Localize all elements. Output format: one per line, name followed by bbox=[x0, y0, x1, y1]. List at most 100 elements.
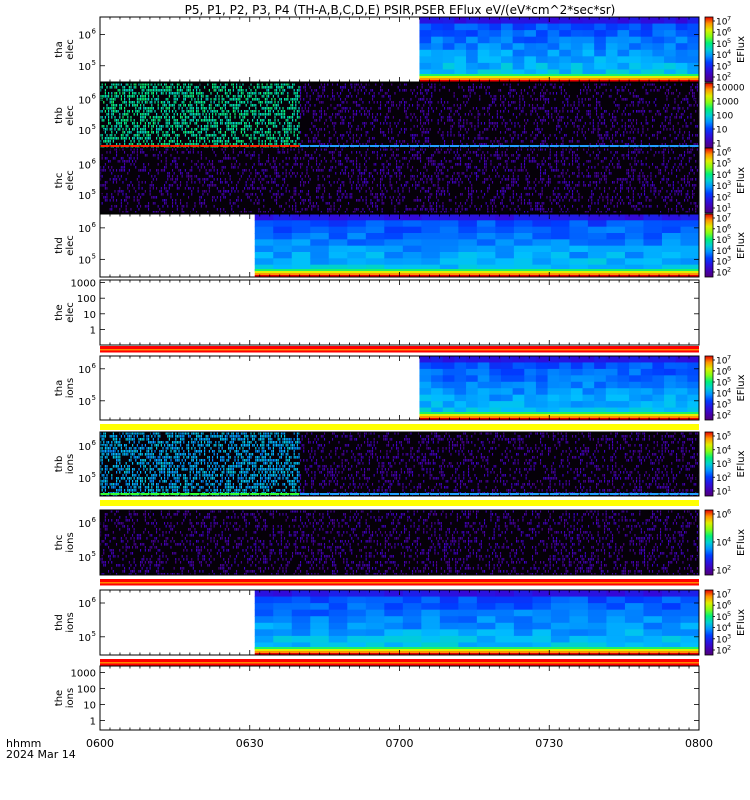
heatmap-cell bbox=[439, 163, 441, 166]
heatmap-cell bbox=[364, 157, 366, 160]
heatmap-cell bbox=[144, 128, 146, 131]
heatmap-cell bbox=[106, 193, 108, 196]
heatmap-cell bbox=[228, 95, 230, 98]
heatmap-cell bbox=[261, 83, 263, 86]
panel-species-label: elec bbox=[65, 105, 76, 126]
heatmap-cell bbox=[453, 172, 455, 175]
heatmap-cell bbox=[111, 205, 113, 208]
heatmap-cell bbox=[380, 172, 382, 175]
heatmap-cell bbox=[693, 92, 695, 95]
heatmap-cell bbox=[544, 119, 546, 122]
heatmap-cell bbox=[442, 104, 444, 107]
heatmap-cell bbox=[442, 190, 444, 193]
heatmap-cell bbox=[124, 160, 126, 163]
heatmap-cell bbox=[144, 107, 146, 110]
heatmap-cell bbox=[348, 89, 350, 92]
heatmap-cell bbox=[173, 140, 175, 143]
heatmap-cell bbox=[343, 134, 345, 137]
heatmap-cell bbox=[119, 125, 121, 128]
heatmap-cell bbox=[229, 104, 231, 107]
heatmap-cell bbox=[623, 131, 625, 134]
heatmap-cell bbox=[428, 110, 430, 113]
heatmap-cell bbox=[287, 148, 289, 151]
heatmap-cell bbox=[292, 116, 294, 119]
heatmap-cell bbox=[296, 110, 298, 113]
heatmap-cell bbox=[677, 122, 679, 125]
heatmap-cell bbox=[688, 137, 690, 140]
heatmap-cell bbox=[141, 101, 143, 104]
heatmap-cell bbox=[391, 202, 393, 205]
heatmap-cell bbox=[276, 113, 278, 116]
heatmap-cell bbox=[428, 157, 430, 160]
heatmap-cell bbox=[370, 193, 372, 196]
heatmap-cell bbox=[284, 208, 286, 211]
heatmap-cell bbox=[664, 23, 677, 31]
heatmap-cell bbox=[309, 178, 311, 181]
heatmap-cell bbox=[191, 143, 193, 146]
heatmap-cell bbox=[524, 125, 526, 128]
heatmap-cell bbox=[431, 181, 433, 184]
heatmap-cell bbox=[106, 196, 108, 199]
heatmap-cell bbox=[234, 166, 236, 169]
heatmap-cell bbox=[340, 154, 342, 157]
heatmap-cell bbox=[479, 86, 481, 89]
heatmap-cell bbox=[695, 86, 697, 89]
heatmap-cell bbox=[524, 119, 526, 122]
heatmap-cell bbox=[692, 92, 694, 95]
heatmap-cell bbox=[399, 131, 401, 134]
heatmap-cell bbox=[512, 62, 525, 71]
heatmap-cell bbox=[293, 172, 295, 175]
heatmap-cell bbox=[122, 92, 124, 95]
heatmap-cell bbox=[423, 95, 425, 98]
heatmap-cell bbox=[234, 122, 236, 125]
heatmap-cell bbox=[261, 86, 263, 89]
heatmap-cell bbox=[434, 151, 436, 154]
heatmap-cell bbox=[464, 175, 466, 178]
heatmap-cell bbox=[284, 110, 286, 113]
heatmap-cell bbox=[144, 137, 146, 140]
heatmap-cell bbox=[351, 175, 353, 178]
heatmap-cell bbox=[367, 116, 369, 119]
heatmap-cell bbox=[341, 137, 343, 140]
heatmap-cell bbox=[200, 125, 202, 128]
heatmap-cell bbox=[188, 95, 190, 98]
heatmap-cell bbox=[672, 92, 674, 95]
heatmap-cell bbox=[480, 83, 482, 86]
heatmap-cell bbox=[420, 122, 422, 125]
heatmap-cell bbox=[640, 134, 642, 137]
heatmap-cell bbox=[340, 187, 342, 190]
heatmap-cell bbox=[213, 125, 215, 128]
heatmap-cell bbox=[196, 104, 198, 107]
heatmap-cell bbox=[165, 131, 167, 134]
heatmap-cell bbox=[276, 86, 278, 89]
heatmap-cell bbox=[101, 157, 103, 160]
heatmap-cell bbox=[405, 110, 407, 113]
heatmap-cell bbox=[100, 143, 102, 146]
heatmap-cell bbox=[647, 104, 649, 107]
heatmap-cell bbox=[640, 110, 642, 113]
heatmap-cell bbox=[468, 187, 470, 190]
heatmap-cell bbox=[324, 83, 326, 86]
heatmap-cell bbox=[552, 86, 554, 89]
heatmap-cell bbox=[175, 110, 177, 113]
heatmap-cell bbox=[144, 143, 146, 146]
heatmap-cell bbox=[466, 163, 468, 166]
heatmap-cell bbox=[503, 137, 505, 140]
heatmap-cell bbox=[210, 169, 212, 172]
heatmap-cell bbox=[436, 175, 438, 178]
heatmap-cell bbox=[282, 113, 284, 116]
heatmap-cell bbox=[122, 166, 124, 169]
heatmap-cell bbox=[216, 172, 218, 175]
heatmap-cell bbox=[365, 131, 367, 134]
heatmap-cell bbox=[477, 43, 490, 51]
heatmap-cell bbox=[167, 190, 169, 193]
heatmap-cell bbox=[162, 104, 164, 107]
heatmap-cell bbox=[261, 107, 263, 110]
heatmap-cell bbox=[284, 98, 286, 101]
heatmap-cell bbox=[437, 151, 439, 154]
heatmap-cell bbox=[591, 131, 593, 134]
heatmap-cell bbox=[652, 23, 665, 31]
heatmap-cell bbox=[306, 166, 308, 169]
heatmap-cell bbox=[469, 166, 471, 169]
heatmap-cell bbox=[180, 113, 182, 116]
